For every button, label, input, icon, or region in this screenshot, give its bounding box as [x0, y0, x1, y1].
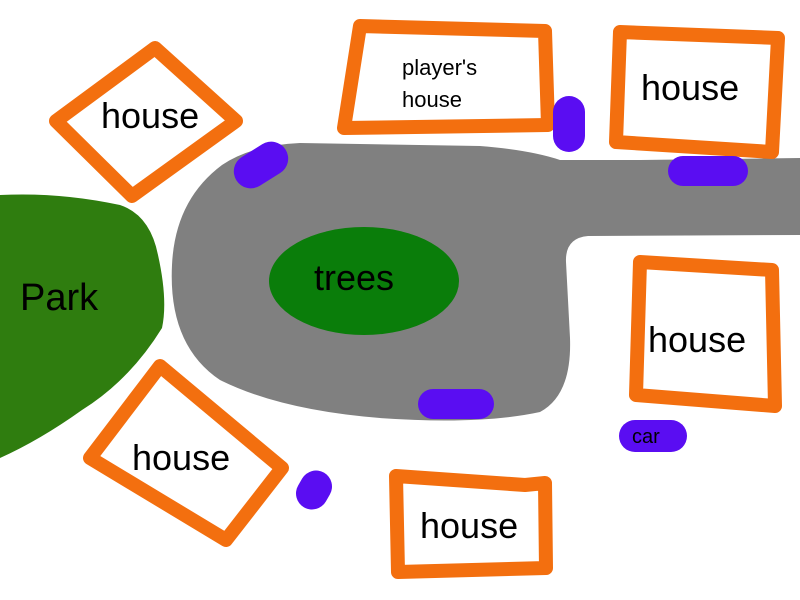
house-label: house [648, 319, 746, 360]
house-outline [629, 255, 782, 413]
players-house: player's house [337, 19, 555, 135]
house-outline [389, 469, 553, 579]
players-house-label-line1: player's [402, 55, 477, 80]
players-house-outline [337, 19, 555, 135]
car [668, 156, 748, 186]
labeled-car: car [619, 420, 687, 452]
road [171, 143, 800, 421]
car-label: car [632, 426, 660, 448]
car [296, 470, 332, 510]
house-outline [49, 41, 243, 203]
car [619, 420, 687, 452]
house-label: house [132, 437, 230, 478]
house-top-right: house [609, 25, 785, 159]
house-label: house [641, 67, 739, 108]
house-top-left: house [49, 41, 243, 203]
house-right: house [629, 255, 782, 413]
car [233, 141, 289, 189]
house-label: house [420, 505, 518, 546]
park-area [0, 194, 165, 458]
house-label: house [101, 95, 199, 136]
players-house-label-line2: house [402, 87, 462, 112]
house-bottom: house [389, 469, 553, 579]
house-outline [83, 359, 289, 547]
park-label: Park [20, 277, 99, 319]
trees-label: trees [314, 257, 394, 298]
car [553, 96, 585, 152]
house-bottom-left: house [83, 359, 289, 547]
house-outline [609, 25, 785, 159]
car [418, 389, 494, 419]
trees-area [269, 227, 459, 335]
